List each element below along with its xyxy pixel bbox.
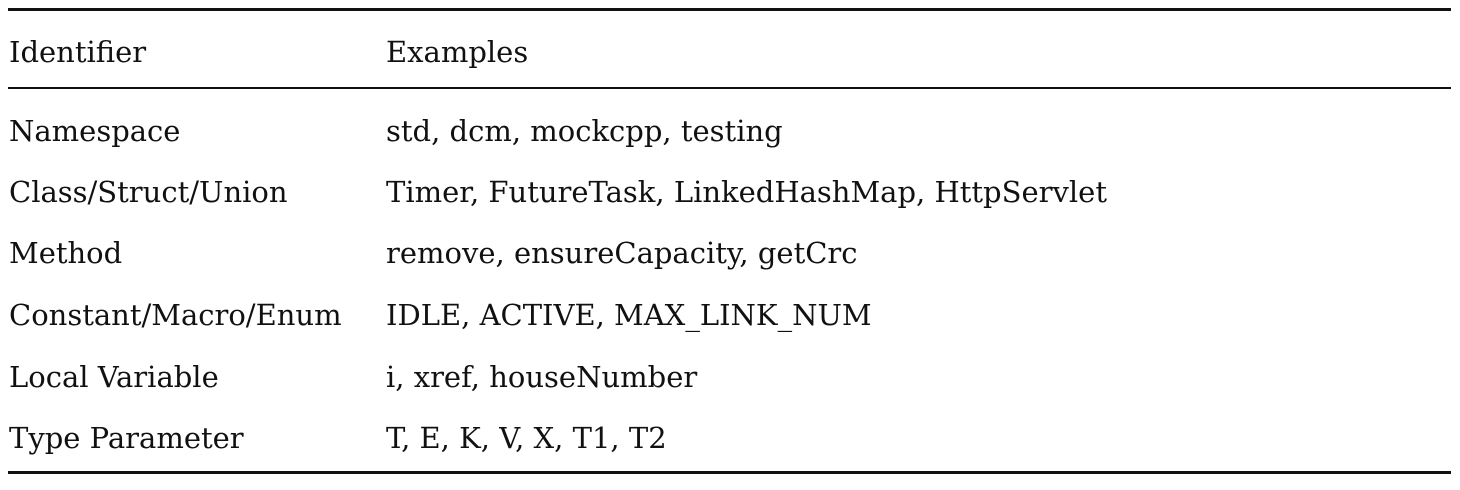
row-examples: i, xref, houseNumber — [386, 360, 698, 394]
row-identifier: Constant/Macro/Enum — [9, 298, 342, 332]
row-identifier: Method — [9, 236, 123, 270]
row-examples: T, E, K, V, X, T1, T2 — [386, 421, 667, 455]
row-examples: std, dcm, mockcpp, testing — [386, 114, 783, 148]
row-examples: Timer, FutureTask, LinkedHashMap, HttpSe… — [386, 175, 1107, 209]
table-header-rule — [8, 87, 1451, 89]
row-identifier: Namespace — [9, 114, 181, 148]
row-examples: IDLE, ACTIVE, MAX_LINK_NUM — [386, 298, 872, 332]
row-identifier: Local Variable — [9, 360, 219, 394]
row-examples: remove, ensureCapacity, getCrc — [386, 236, 858, 270]
header-identifier: Identifier — [9, 35, 147, 69]
table-bottom-rule — [8, 471, 1451, 474]
header-examples: Examples — [386, 35, 529, 69]
table-top-rule — [8, 8, 1451, 11]
row-identifier: Class/Struct/Union — [9, 175, 288, 209]
row-identifier: Type Parameter — [9, 421, 244, 455]
